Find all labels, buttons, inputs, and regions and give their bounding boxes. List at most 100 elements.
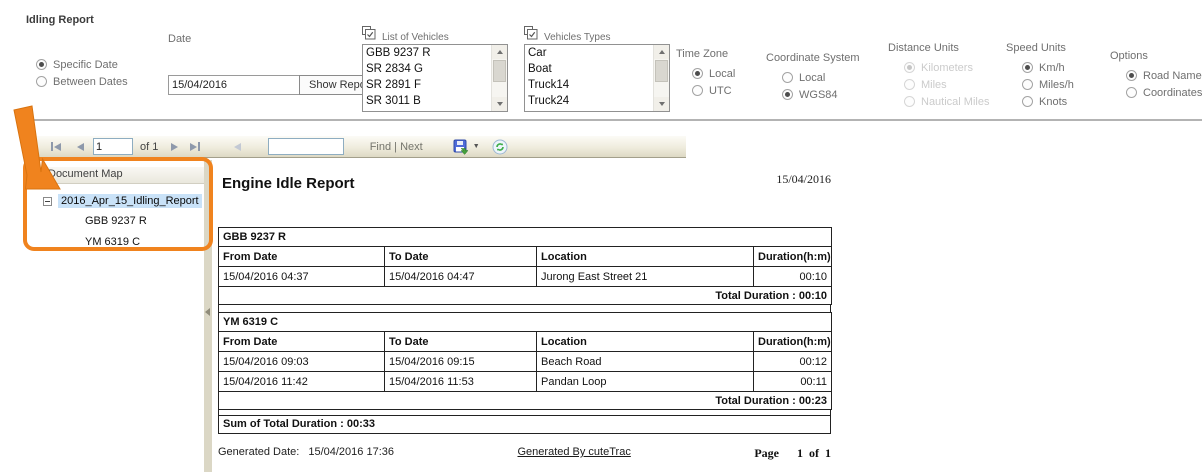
radio-label: UTC [709, 84, 732, 97]
next-link[interactable]: Next [400, 140, 423, 153]
triangle-up-icon [496, 50, 503, 54]
radio-icon[interactable] [1022, 96, 1033, 107]
table-cell: Jurong East Street 21 [536, 266, 754, 287]
distance-units-group: Distance Units Kilometers Miles Nautical M… [888, 42, 989, 112]
page-number-input[interactable] [93, 138, 133, 155]
last-page-button[interactable] [190, 142, 201, 151]
radio-label: Nautical Miles [921, 95, 990, 108]
scroll-down-button[interactable] [654, 97, 669, 111]
first-page-button[interactable] [51, 142, 61, 151]
tree-collapse-icon[interactable] [43, 196, 52, 206]
radio-icon[interactable] [692, 68, 703, 79]
generated-by-link[interactable]: Generated By cuteTrac [517, 446, 631, 458]
listbox-item[interactable]: SR 4… [363, 109, 492, 111]
radio-icon[interactable] [1126, 70, 1137, 81]
document-map-item[interactable]: GBB 9237 R [85, 215, 147, 227]
radio-label: Kilometers [921, 61, 973, 74]
page-title: Idling Report [26, 14, 94, 26]
back-to-parent-button[interactable] [234, 142, 242, 151]
coordinate-system-group: Coordinate System Local WGS84 [766, 52, 860, 105]
report-viewer-toolbar: of 1 Find | Next ▼ [33, 136, 686, 158]
radio-icon[interactable] [1126, 87, 1137, 98]
radio-option-coordinates[interactable]: Coordinates [1126, 86, 1202, 99]
export-dropdown-caret-icon[interactable]: ▼ [472, 143, 480, 150]
radio-option-utc[interactable]: UTC [692, 84, 735, 97]
radio-icon[interactable] [36, 76, 47, 87]
column-header: To Date [384, 331, 537, 352]
radio-icon[interactable] [36, 59, 47, 70]
radio-option-miles-h[interactable]: Miles/h [1022, 78, 1074, 91]
radio-icon [904, 79, 915, 90]
sum-total-row: Sum of Total Duration : 00:33 [218, 415, 831, 434]
group-total: Total Duration : 00:23 [217, 391, 833, 410]
radio-icon[interactable] [692, 85, 703, 96]
table-row: 15/04/2016 11:42 15/04/2016 11:53 Pandan L… [218, 371, 833, 392]
options-label: Options [1110, 50, 1148, 62]
radio-icon[interactable] [1022, 62, 1033, 73]
date-mode-group: Specific Date Between Dates [36, 58, 128, 92]
document-map-item[interactable]: YM 6319 C [85, 236, 141, 248]
listbox-item[interactable]: Truck24 [528, 95, 570, 107]
document-map-panel: Document Map 2016_Apr_15_Idling_Report G… [33, 167, 204, 472]
table-cell: 15/04/2016 11:53 [384, 371, 537, 392]
radio-label: Miles [921, 78, 947, 91]
table-cell: 15/04/2016 11:42 [218, 371, 385, 392]
listbox-item[interactable]: GBB 9237 R [366, 47, 431, 59]
radio-icon[interactable] [782, 72, 793, 83]
radio-option-km-h[interactable]: Km/h [1022, 61, 1074, 74]
types-listbox[interactable]: Car Boat Truck14 Truck24 Truck… [524, 44, 670, 112]
report-footer: Generated Date: 15/04/2016 17:36 Generate… [218, 446, 831, 461]
table-cell: 00:11 [752, 371, 833, 392]
radio-icon[interactable] [1022, 79, 1033, 90]
radio-option-road-name[interactable]: Road Name [1126, 69, 1202, 82]
table-cell: 15/04/2016 09:15 [384, 351, 537, 372]
column-header-row: From Date To Date Location Duration(h:m) [218, 331, 833, 352]
vehicle-group-header: YM 6319 C [217, 312, 833, 332]
scroll-down-button[interactable] [492, 97, 507, 111]
scroll-up-button[interactable] [654, 45, 669, 59]
panel-splitter[interactable] [204, 160, 212, 472]
radio-option-local[interactable]: Local [692, 67, 735, 80]
listbox-item[interactable]: SR 2891 F [366, 79, 421, 91]
listbox-item[interactable]: Truck… [525, 109, 654, 111]
vehicles-list-label: List of Vehicles [382, 32, 449, 43]
table-cell: 15/04/2016 04:47 [384, 266, 537, 287]
radio-option-between-dates[interactable]: Between Dates [36, 75, 128, 88]
scroll-up-button[interactable] [492, 45, 507, 59]
scrollbar-thumb[interactable] [493, 60, 506, 82]
speed-units-label: Speed Units [1006, 42, 1066, 54]
listbox-item[interactable]: SR 3011 B [366, 95, 421, 107]
refresh-button[interactable] [492, 139, 508, 155]
find-link[interactable]: Find [369, 140, 392, 153]
document-map-root-item[interactable]: 2016_Apr_15_Idling_Report [58, 194, 202, 208]
radio-option-knots[interactable]: Knots [1022, 95, 1074, 108]
listbox-item[interactable]: Boat [528, 63, 552, 75]
show-report-button[interactable]: Show Report [299, 75, 383, 95]
radio-option-nautical-miles: Nautical Miles [904, 95, 989, 108]
collapse-arrow-icon[interactable] [205, 308, 210, 316]
export-button[interactable]: ▼ [453, 139, 480, 155]
group-total: Total Duration : 00:10 [217, 286, 833, 305]
find-input[interactable] [268, 138, 345, 155]
radio-option-specific-date[interactable]: Specific Date [36, 58, 128, 71]
idle-report-table: GBB 9237 R From Date To Date Location Durati… [217, 227, 833, 305]
radio-option-local[interactable]: Local [782, 71, 860, 84]
column-header: Location [536, 331, 754, 352]
radio-label: Between Dates [53, 75, 128, 88]
next-page-button[interactable] [171, 142, 179, 151]
types-scrollbar[interactable] [653, 45, 669, 111]
date-label: Date [168, 33, 192, 45]
idle-report-table: YM 6319 C From Date To Date Location Duratio… [217, 312, 833, 410]
vehicle-group-header: GBB 9237 R [217, 227, 833, 247]
radio-icon [904, 96, 915, 107]
vehicles-listbox[interactable]: GBB 9237 R SR 2834 G SR 2891 F SR 3011 B SR … [362, 44, 508, 112]
previous-page-button[interactable] [77, 142, 84, 151]
date-input[interactable] [168, 75, 300, 95]
scrollbar-thumb[interactable] [655, 60, 668, 82]
vehicles-scrollbar[interactable] [491, 45, 507, 111]
listbox-item[interactable]: SR 2834 G [366, 63, 423, 75]
radio-icon[interactable] [782, 89, 793, 100]
listbox-item[interactable]: Car [528, 47, 547, 59]
radio-option-wgs84[interactable]: WGS84 [782, 88, 860, 101]
listbox-item[interactable]: Truck14 [528, 79, 570, 91]
